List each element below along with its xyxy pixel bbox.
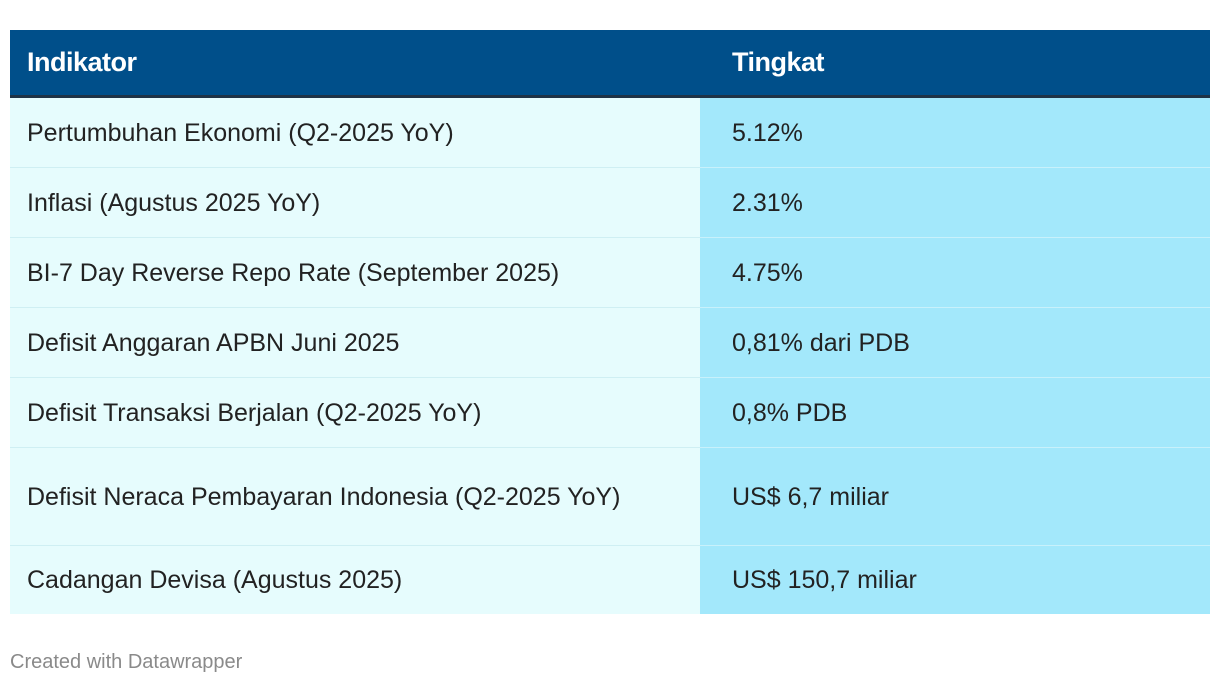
data-table: Indikator Tingkat Pertumbuhan Ekonomi (Q… [10, 30, 1210, 614]
tingkat-cell: US$ 150,7 miliar [700, 546, 1210, 614]
indikator-cell: Defisit Transaksi Berjalan (Q2-2025 YoY) [10, 378, 700, 448]
table-body: Pertumbuhan Ekonomi (Q2-2025 YoY) 5.12% … [10, 98, 1210, 614]
tingkat-cell: US$ 6,7 miliar [700, 448, 1210, 546]
indikator-cell: Defisit Anggaran APBN Juni 2025 [10, 308, 700, 378]
datawrapper-credit[interactable]: Created with Datawrapper [10, 651, 243, 673]
table-row: BI-7 Day Reverse Repo Rate (September 20… [10, 238, 1210, 308]
indikator-cell: Pertumbuhan Ekonomi (Q2-2025 YoY) [10, 98, 700, 168]
tingkat-cell: 0,8% PDB [700, 378, 1210, 448]
tingkat-cell: 0,81% dari PDB [700, 308, 1210, 378]
table-header: Indikator Tingkat [10, 30, 1210, 98]
tingkat-cell: 2.31% [700, 168, 1210, 238]
column-header-tingkat[interactable]: Tingkat [732, 47, 825, 77]
indikator-cell: Inflasi (Agustus 2025 YoY) [10, 168, 700, 238]
tingkat-cell: 4.75% [700, 238, 1210, 308]
table-row: Defisit Neraca Pembayaran Indonesia (Q2-… [10, 448, 1210, 546]
table-row: Inflasi (Agustus 2025 YoY) 2.31% [10, 168, 1210, 238]
indikator-cell: Defisit Neraca Pembayaran Indonesia (Q2-… [10, 448, 700, 546]
table-row: Pertumbuhan Ekonomi (Q2-2025 YoY) 5.12% [10, 98, 1210, 168]
table-row: Cadangan Devisa (Agustus 2025) US$ 150,7… [10, 546, 1210, 614]
column-header-indikator[interactable]: Indikator [27, 47, 137, 77]
tingkat-cell: 5.12% [700, 98, 1210, 168]
table-row: Defisit Transaksi Berjalan (Q2-2025 YoY)… [10, 378, 1210, 448]
indikator-cell: Cadangan Devisa (Agustus 2025) [10, 546, 700, 614]
indikator-cell: BI-7 Day Reverse Repo Rate (September 20… [10, 238, 700, 308]
table-row: Defisit Anggaran APBN Juni 2025 0,81% da… [10, 308, 1210, 378]
